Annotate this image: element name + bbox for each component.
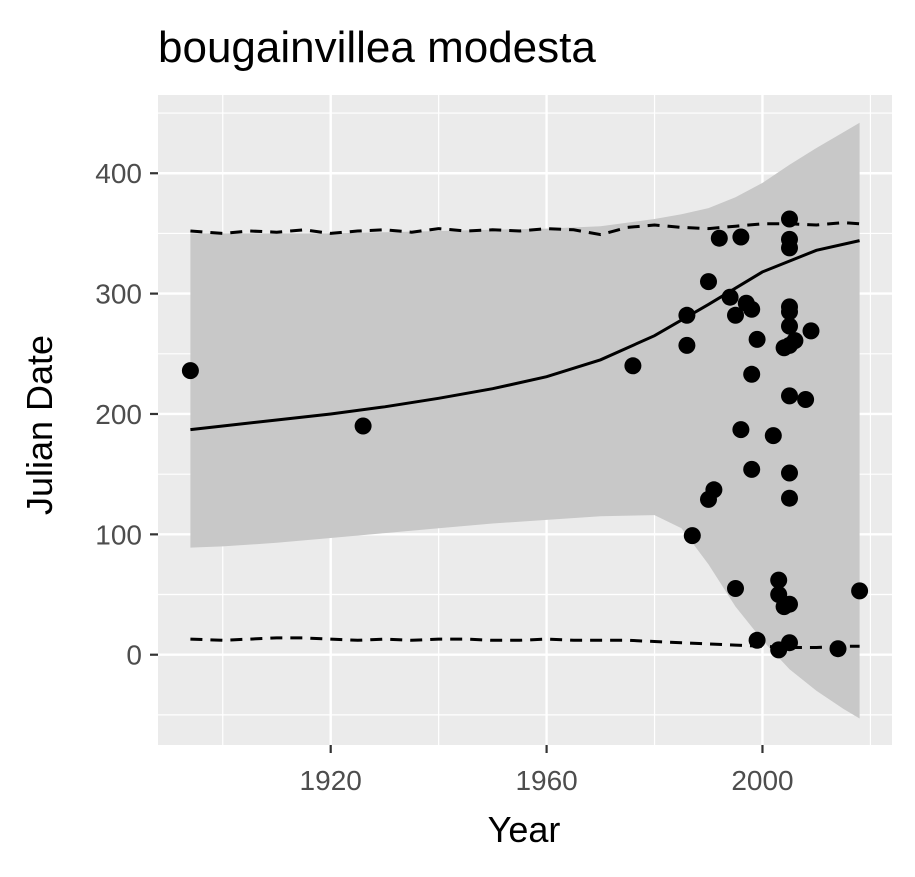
data-point [781,317,798,335]
data-point [710,229,728,247]
x-tick-label: 1960 [515,765,577,796]
data-point [727,306,744,324]
x-tick-label: 1920 [300,765,362,796]
y-tick-label: 100 [95,519,142,550]
data-point [354,417,372,435]
data-point [727,580,744,597]
data-point [770,571,788,589]
data-point [678,306,696,324]
x-axis-title: Year [488,809,561,850]
data-point [781,210,798,228]
data-point [851,582,869,600]
data-point [683,527,701,545]
data-point [732,228,750,246]
y-tick-label: 0 [126,640,142,671]
y-tick-label: 300 [95,279,142,310]
y-tick-label: 400 [95,158,142,189]
data-point [743,365,761,383]
upper-dashed-line [190,221,860,237]
data-point [786,332,804,350]
x-tick-label: 2000 [731,765,793,796]
data-point [721,288,739,306]
data-point [764,427,782,445]
data-point [781,303,798,321]
data-point [624,357,642,375]
data-points [181,210,869,659]
data-point [700,273,717,291]
y-axis: 0 100 200 300 400 [95,158,158,671]
y-tick-label: 200 [95,399,142,430]
data-point [781,464,798,482]
data-point [743,300,761,318]
data-point [781,595,798,613]
data-point [829,640,847,658]
data-point [781,634,798,652]
data-point [781,387,798,405]
data-point [732,421,750,439]
data-point [781,239,798,257]
data-point [781,489,798,507]
confidence-band [190,122,860,719]
data-point [748,330,766,348]
data-point [181,362,199,380]
data-point [748,631,766,649]
data-point [797,391,815,408]
chart-title: bougainvillea modesta [158,23,596,72]
trend-line [190,239,860,432]
data-point [743,460,761,478]
data-point [705,481,723,499]
data-point [802,322,820,340]
y-axis-title: Julian Date [19,335,60,515]
data-point [678,336,696,354]
x-axis: 1920 1960 2000 [300,745,794,796]
